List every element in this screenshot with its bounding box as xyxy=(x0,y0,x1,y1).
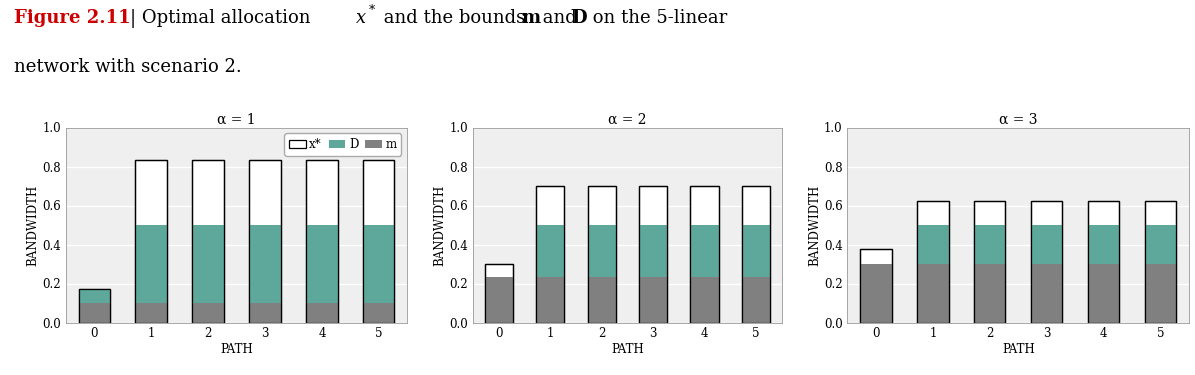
Bar xyxy=(691,186,718,322)
X-axis label: PATH: PATH xyxy=(220,343,253,356)
Bar xyxy=(79,290,110,322)
Bar xyxy=(79,290,110,322)
Bar xyxy=(860,290,891,322)
Text: network with scenario 2.: network with scenario 2. xyxy=(14,58,243,76)
Y-axis label: BANDWIDTH: BANDWIDTH xyxy=(434,184,447,266)
Text: and the bounds: and the bounds xyxy=(378,9,531,27)
Text: *: * xyxy=(369,4,375,18)
Bar xyxy=(363,160,394,322)
Title: α = 2: α = 2 xyxy=(608,112,646,126)
Bar xyxy=(974,264,1005,322)
Bar xyxy=(537,186,564,322)
Text: m: m xyxy=(521,9,540,27)
Bar xyxy=(1031,225,1062,322)
Bar xyxy=(306,160,337,322)
Bar xyxy=(192,160,223,322)
Bar xyxy=(1145,225,1176,322)
Bar xyxy=(135,225,167,322)
Bar xyxy=(537,186,564,322)
Bar xyxy=(363,160,394,322)
Bar xyxy=(1087,201,1120,322)
Bar xyxy=(1031,201,1062,322)
Bar xyxy=(537,277,564,322)
Bar xyxy=(588,186,615,322)
Bar xyxy=(860,249,891,322)
Bar xyxy=(1087,201,1120,322)
Bar xyxy=(306,160,337,322)
Title: α = 3: α = 3 xyxy=(999,112,1037,126)
Bar xyxy=(306,225,337,322)
Bar xyxy=(1087,264,1120,322)
Text: on the 5-linear: on the 5-linear xyxy=(587,9,727,27)
Bar xyxy=(363,225,394,322)
Bar xyxy=(918,264,949,322)
X-axis label: PATH: PATH xyxy=(611,343,644,356)
Bar xyxy=(1031,201,1062,322)
Bar xyxy=(639,186,667,322)
Bar xyxy=(639,277,667,322)
Bar xyxy=(250,225,281,322)
Bar xyxy=(742,225,770,322)
Text: D: D xyxy=(571,9,587,27)
Bar xyxy=(860,249,891,322)
Bar xyxy=(79,303,110,322)
Text: Figure 2.11: Figure 2.11 xyxy=(14,9,131,27)
Bar xyxy=(588,186,615,322)
Bar xyxy=(691,186,718,322)
Bar xyxy=(918,201,949,322)
Text: x: x xyxy=(356,9,366,27)
Text: and: and xyxy=(537,9,582,27)
Bar xyxy=(250,160,281,322)
Bar xyxy=(588,277,615,322)
Bar xyxy=(537,225,564,322)
Bar xyxy=(485,290,513,322)
Bar xyxy=(1031,264,1062,322)
Bar xyxy=(79,290,110,322)
Bar xyxy=(485,264,513,322)
Bar xyxy=(363,303,394,322)
Bar xyxy=(306,303,337,322)
Bar xyxy=(485,264,513,322)
Bar xyxy=(192,303,223,322)
Bar xyxy=(742,277,770,322)
Bar xyxy=(974,201,1005,322)
Bar xyxy=(135,160,167,322)
Bar xyxy=(135,160,167,322)
Legend: x*, D, m: x*, D, m xyxy=(284,134,402,156)
X-axis label: PATH: PATH xyxy=(1001,343,1035,356)
Bar xyxy=(639,186,667,322)
Bar xyxy=(588,225,615,322)
Bar xyxy=(250,303,281,322)
Bar xyxy=(1145,264,1176,322)
Text: | Optimal allocation: | Optimal allocation xyxy=(130,9,317,28)
Bar xyxy=(691,277,718,322)
Bar xyxy=(250,160,281,322)
Bar xyxy=(974,201,1005,322)
Bar xyxy=(135,303,167,322)
Bar xyxy=(1145,201,1176,322)
Bar xyxy=(485,277,513,322)
Bar xyxy=(192,225,223,322)
Bar xyxy=(639,225,667,322)
Y-axis label: BANDWIDTH: BANDWIDTH xyxy=(808,184,821,266)
Bar xyxy=(192,160,223,322)
Bar xyxy=(1145,201,1176,322)
Bar xyxy=(860,264,891,322)
Bar xyxy=(918,225,949,322)
Bar xyxy=(742,186,770,322)
Y-axis label: BANDWIDTH: BANDWIDTH xyxy=(26,184,39,266)
Bar xyxy=(691,225,718,322)
Bar xyxy=(974,225,1005,322)
Title: α = 1: α = 1 xyxy=(217,112,256,126)
Bar xyxy=(742,186,770,322)
Bar xyxy=(918,201,949,322)
Bar xyxy=(1087,225,1120,322)
